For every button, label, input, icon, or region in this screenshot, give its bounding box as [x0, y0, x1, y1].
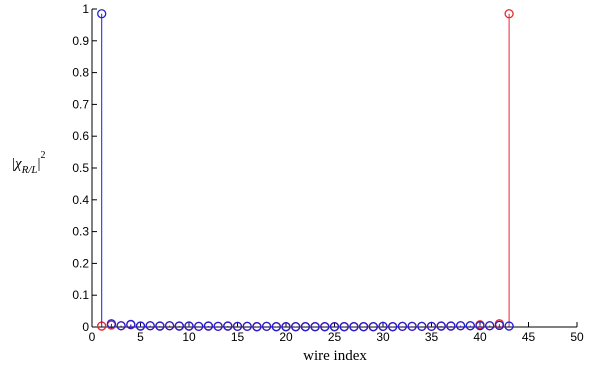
series-2-marker — [184, 321, 194, 331]
y-tick-label: 0.9 — [72, 34, 89, 48]
series-2-marker — [349, 322, 359, 332]
x-tick-label: 40 — [473, 330, 487, 344]
series-2-marker — [213, 321, 223, 332]
series-2-marker — [164, 321, 175, 331]
series-2-marker — [378, 321, 388, 332]
y-tick-label: 1 — [82, 2, 89, 16]
y-tick-label: 0.6 — [72, 129, 89, 143]
series-2-marker — [116, 321, 126, 331]
series-2-marker — [174, 321, 184, 331]
series-2-marker — [320, 322, 330, 332]
y-axis-label: |χR/L|2 — [12, 150, 46, 176]
y-axis-label-pipe-right: | — [38, 156, 41, 172]
y-tick-label: 0.8 — [72, 66, 89, 80]
series-2-marker — [223, 321, 233, 331]
series-2-marker — [300, 322, 311, 332]
x-axis-label: wire index — [303, 348, 367, 364]
x-tick-label: 15 — [231, 330, 245, 344]
series-2-marker — [252, 322, 262, 332]
x-tick-label: 30 — [376, 330, 390, 344]
y-tick-label: 0.7 — [72, 97, 89, 111]
y-tick-label: 0 — [82, 320, 89, 334]
series-2-marker — [97, 9, 107, 19]
x-tick-label: 5 — [137, 330, 144, 344]
series-2-marker — [436, 321, 446, 331]
axes — [91, 8, 578, 328]
series-2-marker — [339, 322, 349, 332]
series-2-marker — [281, 322, 291, 332]
series-2-marker — [426, 321, 437, 332]
series-2-marker — [455, 321, 466, 331]
y-axis-label-chi: χ — [13, 156, 22, 172]
y-axis-label-power: 2 — [41, 150, 46, 161]
series-2-marker — [407, 321, 417, 332]
series-2-marker — [397, 321, 408, 332]
series-2-marker — [446, 321, 456, 331]
series-2-marker — [194, 321, 204, 332]
x-tick-label: 25 — [328, 330, 342, 344]
plot-area — [97, 9, 514, 332]
series-2-marker — [261, 321, 272, 332]
series-2-marker — [203, 321, 214, 331]
series-2-marker — [135, 321, 146, 331]
series-2-marker — [271, 322, 281, 332]
y-axis-label-subscript: R/L — [21, 164, 38, 176]
x-tick-label: 10 — [182, 330, 196, 344]
series-2-marker — [494, 320, 505, 331]
series-2-marker — [126, 319, 136, 330]
x-tick-label: 20 — [279, 330, 293, 344]
series-2-marker — [368, 322, 378, 332]
series-2-marker — [358, 322, 369, 332]
x-tick-label: 35 — [425, 330, 439, 344]
series-2-marker — [106, 319, 117, 329]
series-2-marker — [465, 321, 475, 331]
y-tick-label: 0.1 — [72, 288, 89, 302]
series-2-marker — [155, 321, 165, 331]
series-2-marker — [145, 321, 155, 331]
series-2-marker — [242, 321, 252, 332]
series-2-marker — [310, 322, 320, 332]
series-2-marker — [504, 321, 514, 331]
y-tick-label: 0.4 — [72, 193, 89, 207]
series-2-marker — [291, 322, 301, 332]
y-tick-label: 0.5 — [72, 161, 89, 175]
series-1-marker — [504, 9, 514, 19]
series-2-marker — [475, 321, 485, 331]
series-2-marker — [388, 322, 398, 332]
tick-labels: 0 5 10 15 20 25 30 35 40 45 50 0 0.1 0.2 0.3 0.4 0.5 0.6 0… — [72, 2, 584, 344]
y-tick-label: 0.3 — [72, 225, 89, 239]
y-axis-label-pipe-left: | — [12, 156, 15, 172]
x-tick-label: 0 — [89, 330, 96, 344]
x-tick-label: 45 — [522, 330, 536, 344]
series-2-marker — [417, 321, 427, 332]
series-2-marker — [232, 321, 243, 332]
series-2-marker — [329, 322, 340, 332]
y-tick-label: 0.2 — [72, 256, 89, 270]
x-tick-label: 50 — [570, 330, 584, 344]
series-2-marker — [485, 321, 495, 331]
